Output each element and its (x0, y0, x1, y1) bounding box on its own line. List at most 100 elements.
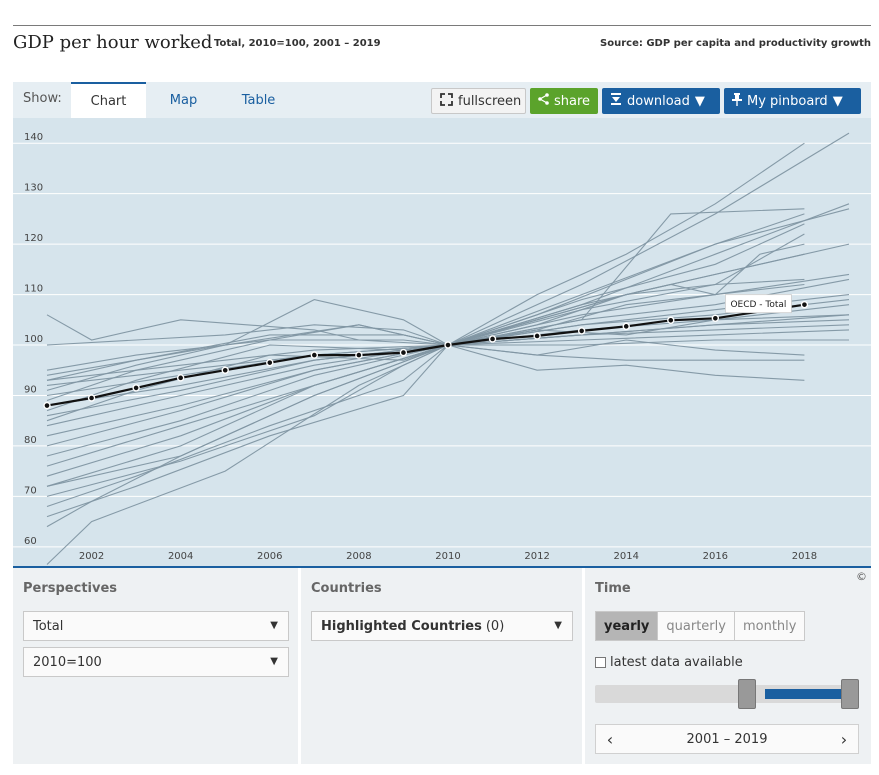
latest-data-checkbox[interactable] (595, 657, 606, 668)
oecd-total-point (488, 335, 497, 343)
chevron-down-icon: ▼ (554, 620, 562, 631)
base-year-select[interactable]: 2010=100 ▼ (23, 647, 289, 677)
y-tick-label: 90 (24, 384, 37, 395)
chevron-down-icon: ▼ (270, 656, 278, 667)
y-tick-label: 140 (24, 132, 43, 143)
country-series-line (46, 339, 849, 371)
tab-chart[interactable]: Chart (71, 82, 146, 118)
country-series-line (46, 132, 850, 565)
x-tick-label: 2004 (168, 551, 193, 562)
chart-bottom-rule (13, 566, 871, 568)
fullscreen-icon (440, 92, 453, 110)
chart-area: OECD - Total 60 70 80 90 100 110 120 130 140 2002… (13, 118, 871, 567)
oecd-total-point (711, 314, 720, 322)
country-series-line (46, 208, 805, 508)
y-tick-label: 60 (24, 536, 37, 547)
perspective-select-value: Total (33, 618, 64, 634)
x-tick-label: 2006 (257, 551, 282, 562)
x-tick-label: 2016 (703, 551, 728, 562)
share-button[interactable]: share (530, 88, 598, 114)
chevron-right-icon: › (840, 729, 848, 749)
countries-select-label: Highlighted Countries (321, 618, 482, 634)
time-range-text: 2001 – 2019 (686, 731, 768, 747)
frequency-toggle: yearly quarterly monthly (595, 611, 806, 641)
time-panel: © Time yearly quarterly monthly latest d… (585, 568, 871, 764)
slider-selected-range (765, 689, 851, 699)
oecd-total-point (43, 401, 51, 410)
time-range-box: ‹ 2001 – 2019 › (595, 724, 859, 754)
chevron-down-icon: ▼ (832, 93, 843, 109)
countries-select-count: (0) (485, 618, 505, 634)
tab-chart-label: Chart (90, 93, 127, 109)
countries-title: Countries (311, 581, 382, 596)
oecd-total-point (355, 351, 363, 359)
country-series-line (46, 208, 850, 497)
y-tick-label: 70 (24, 485, 37, 496)
x-tick-label: 2002 (79, 551, 104, 562)
countries-panel: Countries Highlighted Countries (0) ▼ (301, 568, 582, 764)
highlight-layer: OECD - Total (43, 294, 809, 410)
frequency-yearly[interactable]: yearly (596, 612, 659, 640)
country-series-line (46, 283, 805, 402)
oecd-total-point (310, 351, 319, 359)
oecd-total-point (132, 384, 140, 392)
oecd-total-point (399, 348, 408, 357)
countries-select[interactable]: Highlighted Countries (0) ▼ (311, 611, 573, 641)
frequency-monthly[interactable]: monthly (742, 618, 797, 634)
y-tick-label: 120 (24, 233, 43, 244)
fullscreen-button[interactable]: fullscreen (431, 88, 526, 114)
pin-icon (732, 92, 742, 110)
tab-table-label: Table (241, 92, 276, 108)
slider-end-handle[interactable] (841, 679, 859, 709)
country-series-line (46, 324, 805, 381)
oecd-total-point (533, 332, 541, 340)
oecd-total-point (266, 358, 274, 367)
download-icon (610, 93, 622, 109)
tab-table[interactable]: Table (221, 82, 296, 118)
y-tick-label: 130 (24, 183, 43, 194)
y-tick-label: 80 (24, 435, 37, 446)
x-tick-label: 2012 (524, 551, 549, 562)
tab-map-label: Map (169, 92, 198, 108)
range-next-button[interactable]: › (830, 725, 858, 753)
chevron-down-icon: ▼ (270, 620, 278, 631)
oecd-total-point (221, 366, 229, 374)
country-series-line (46, 213, 805, 422)
country-series-line (46, 203, 850, 518)
page-subtitle: Total, 2010=100, 2001 – 2019 (214, 38, 381, 49)
share-label: share (554, 93, 591, 109)
toolbar: Show: Chart Map Table fullscreen share d… (13, 82, 871, 118)
tab-map[interactable]: Map (146, 82, 221, 118)
tick-layer: 60 70 80 90 100 110 120 130 140 2002 2004 2006 2008 2… (24, 132, 817, 562)
x-tick-label: 2014 (613, 551, 638, 562)
x-tick-label: 2018 (792, 551, 817, 562)
pinboard-button[interactable]: My pinboard ▼ (724, 88, 861, 114)
series-layer (46, 132, 850, 565)
time-range-slider[interactable] (595, 679, 859, 709)
y-tick-label: 100 (24, 334, 43, 345)
perspectives-panel: Perspectives Total ▼ 2010=100 ▼ (13, 568, 298, 764)
oecd-total-point (667, 316, 675, 325)
chevron-down-icon: ▼ (694, 93, 705, 109)
top-rule (13, 25, 871, 26)
download-button[interactable]: download ▼ (602, 88, 720, 114)
oecd-total-point (87, 394, 96, 402)
frequency-quarterly[interactable]: quarterly (658, 612, 735, 640)
chevron-left-icon: ‹ (606, 729, 614, 749)
y-tick-label: 110 (24, 284, 43, 295)
oecd-total-point (444, 341, 452, 349)
perspective-select[interactable]: Total ▼ (23, 611, 289, 641)
latest-data-row[interactable]: latest data available (595, 655, 743, 670)
country-series-line (46, 278, 805, 391)
source-link[interactable]: Source: GDP per capita and productivity … (600, 38, 871, 49)
grid-layer (13, 142, 871, 548)
base-year-select-value: 2010=100 (33, 654, 102, 670)
oecd-total-point (800, 300, 809, 309)
slider-start-handle[interactable] (738, 679, 756, 709)
x-tick-label: 2008 (346, 551, 371, 562)
share-icon (538, 93, 549, 109)
range-prev-button[interactable]: ‹ (596, 725, 624, 753)
line-chart: OECD - Total 60 70 80 90 100 110 120 130 140 2002… (13, 132, 871, 565)
country-series-line (46, 243, 805, 487)
copyright-icon[interactable]: © (856, 570, 867, 583)
